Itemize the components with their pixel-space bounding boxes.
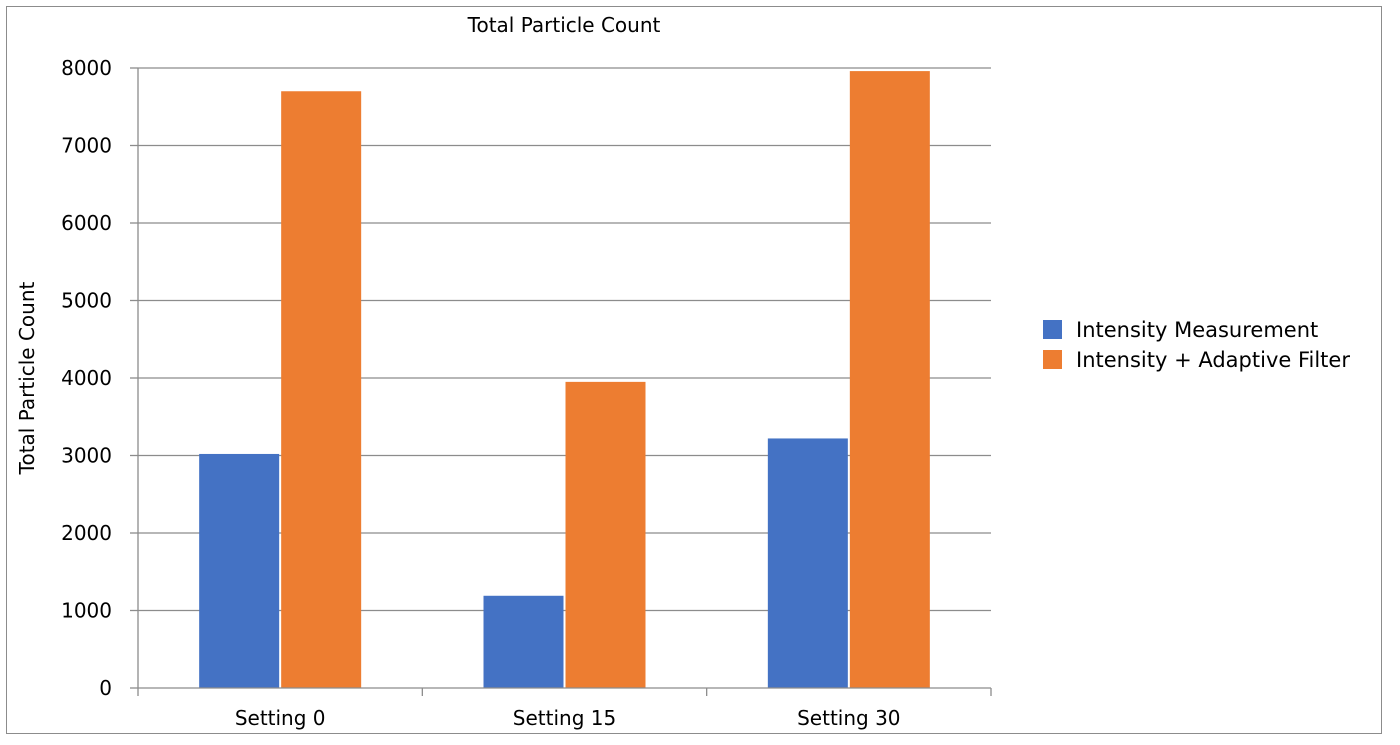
- legend-swatch: [1043, 350, 1062, 369]
- y-axis-label: Total Particle Count: [15, 281, 39, 475]
- y-tick-label: 3000: [61, 444, 112, 468]
- y-tick-label: 6000: [61, 211, 112, 235]
- bars: [199, 71, 930, 689]
- axes: 0 1000 2000 3000 4000 5000 6000 7000 8000 Setting…: [61, 56, 992, 730]
- y-tick-label: 0: [99, 676, 112, 700]
- y-tick-label: 7000: [61, 134, 112, 158]
- x-tick-label: Setting 15: [513, 706, 616, 730]
- y-tick-label: 1000: [61, 599, 112, 623]
- bar-intensity-measurement-2: [767, 438, 848, 688]
- bar-intensity-adaptive-filter-0: [281, 91, 362, 688]
- bar-intensity-adaptive-filter-2: [849, 71, 930, 689]
- bar-intensity-adaptive-filter-1: [565, 381, 646, 688]
- y-tick-label: 5000: [61, 289, 112, 313]
- y-tick-label: 4000: [61, 366, 112, 390]
- bar-intensity-measurement-0: [199, 453, 280, 688]
- y-tick-label: 2000: [61, 521, 112, 545]
- x-tick-label: Setting 0: [235, 706, 326, 730]
- legend-label: Intensity Measurement: [1076, 318, 1318, 342]
- legend-label: Intensity + Adaptive Filter: [1076, 348, 1350, 372]
- legend: Intensity Measurement Intensity + Adaptiv…: [1043, 318, 1350, 372]
- y-tick-label: 8000: [61, 56, 112, 80]
- chart-title: Total Particle Count: [467, 13, 661, 37]
- x-tick-label: Setting 30: [797, 706, 900, 730]
- legend-swatch: [1043, 320, 1062, 339]
- gridlines: [138, 67, 991, 612]
- bar-intensity-measurement-1: [483, 595, 564, 688]
